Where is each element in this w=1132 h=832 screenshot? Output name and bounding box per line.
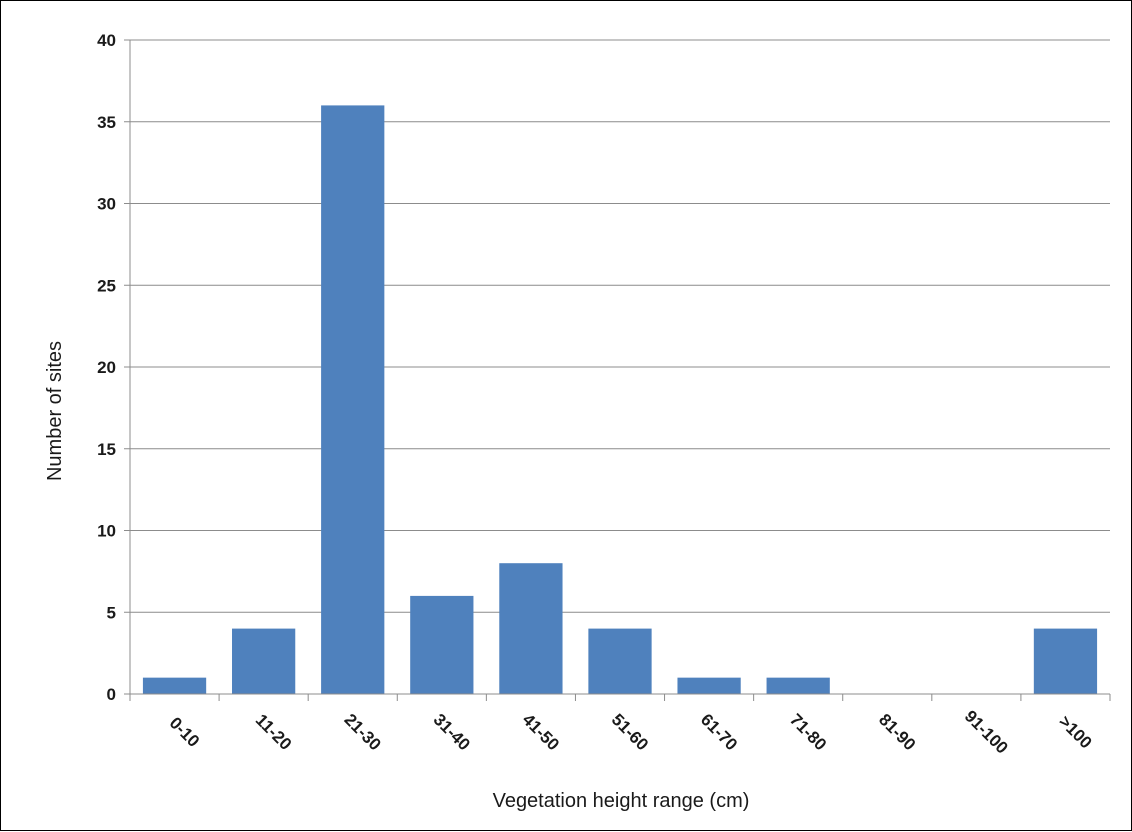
- x-tick-label: 11-20: [252, 710, 296, 754]
- bar-11-20: [232, 628, 296, 694]
- y-tick-label: 35: [97, 113, 116, 132]
- y-tick-label: 5: [107, 603, 116, 622]
- x-tick-label: 51-60: [608, 710, 652, 754]
- bar-31-40: [410, 595, 474, 694]
- x-tick-label: 91-100: [961, 707, 1012, 758]
- x-tick-label: 31-40: [430, 710, 474, 754]
- x-tick-label: 0-10: [166, 713, 203, 750]
- x-axis-title: Vegetation height range (cm): [493, 790, 750, 812]
- x-tick-label: >100: [1055, 712, 1096, 753]
- x-tick-label: 71-80: [786, 710, 830, 754]
- bar-51-60: [588, 628, 652, 694]
- bar-41-50: [499, 563, 563, 694]
- y-tick-label: 30: [97, 195, 116, 214]
- x-tick-label: 21-30: [341, 710, 385, 754]
- bar-21-30: [321, 105, 385, 694]
- bar-71-80: [766, 677, 830, 694]
- x-tick-label: 81-90: [875, 710, 919, 754]
- y-tick-label: 25: [97, 276, 116, 295]
- bars: [142, 105, 1098, 694]
- bar->100: [1033, 628, 1098, 694]
- y-tick-label: 40: [97, 31, 116, 50]
- x-tick-label: 61-70: [697, 710, 741, 754]
- bar-61-70: [677, 677, 741, 694]
- y-tick-label: 15: [97, 440, 116, 459]
- y-tick-label: 10: [97, 522, 116, 541]
- axes: [129, 40, 1111, 701]
- y-tick-label: 0: [107, 685, 116, 704]
- y-tick-labels: 0 5 10 15 20 25 30 35 40: [97, 31, 116, 704]
- bar-0-10: [142, 677, 207, 694]
- x-tick-label: 41-50: [519, 710, 563, 754]
- gridlines: [124, 39, 1110, 695]
- y-tick-label: 20: [97, 358, 116, 377]
- x-tick-labels: 0-10 11-20 21-30 31-40 41-50 51-60 61-70 71-80 8…: [166, 707, 1096, 758]
- y-axis-title: Number of sites: [44, 341, 66, 481]
